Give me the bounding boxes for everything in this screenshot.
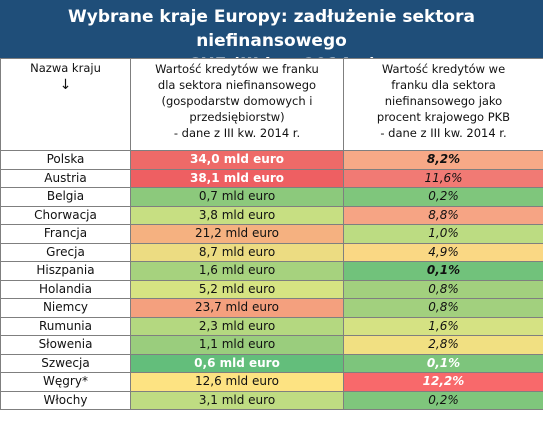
value-cell: 38,1 mld euro — [130, 168, 344, 188]
table-row: Hiszpania 1,6 mld euro 0,1% — [0, 261, 543, 281]
table-row: Niemcy 23,7 mld euro 0,8% — [0, 298, 543, 318]
percent-cell: 1,6% — [343, 316, 543, 336]
country-cell: Hiszpania — [0, 261, 131, 281]
percent-cell: 0,8% — [343, 298, 543, 318]
value-cell: 34,0 mld euro — [130, 150, 344, 170]
header-value-line: - dane z III kw. 2014 r. — [173, 126, 301, 140]
table-body: Polska 34,0 mld euro 8,2% Austria 38,1 mld e… — [0, 150, 543, 410]
percent-cell: 12,2% — [343, 372, 543, 392]
data-table: Nazwa kraju ↓ Wartość kredytów we franku… — [0, 58, 543, 410]
down-arrow-icon: ↓ — [59, 77, 72, 93]
table-row: Holandia 5,2 mld euro 0,8% — [0, 279, 543, 299]
percent-cell: 2,8% — [343, 335, 543, 355]
table-row: Grecja 8,7 mld euro 4,9% — [0, 242, 543, 262]
table-row: Chorwacja 3,8 mld euro 8,8% — [0, 205, 543, 225]
header-value: Wartość kredytów we franku dla sektora n… — [130, 58, 344, 151]
value-cell: 21,2 mld euro — [130, 224, 344, 244]
country-cell: Rumunia — [0, 316, 131, 336]
value-cell: 1,1 mld euro — [130, 335, 344, 355]
header-percent-line: - dane z III kw. 2014 r. — [380, 126, 507, 140]
percent-cell: 11,6% — [343, 168, 543, 188]
country-cell: Niemcy — [0, 298, 131, 318]
value-cell: 1,6 mld euro — [130, 261, 344, 281]
percent-cell: 0,2% — [343, 390, 543, 410]
value-cell: 2,3 mld euro — [130, 316, 344, 336]
table-title: Wybrane kraje Europy: zadłużenie sektora… — [0, 0, 543, 75]
country-cell: Austria — [0, 168, 131, 188]
table-row: Austria 38,1 mld euro 11,6% — [0, 168, 543, 188]
country-cell: Węgry* — [0, 372, 131, 392]
value-cell: 12,6 mld euro — [130, 372, 344, 392]
value-cell: 0,6 mld euro — [130, 353, 344, 373]
percent-cell: 0,1% — [343, 353, 543, 373]
percent-cell: 0,1% — [343, 261, 543, 281]
table-row: Węgry* 12,6 mld euro 12,2% — [0, 372, 543, 392]
header-percent-line: Wartość kredytów we — [381, 62, 506, 76]
header-country: Nazwa kraju ↓ — [0, 58, 131, 151]
percent-cell: 4,9% — [343, 242, 543, 262]
header-value-line: (gospodarstw domowych i — [161, 94, 313, 108]
value-cell: 3,8 mld euro — [130, 205, 344, 225]
header-country-label: Nazwa kraju — [30, 61, 101, 75]
header-percent-line: procent krajowego PKB — [376, 110, 511, 124]
percent-cell: 8,2% — [343, 150, 543, 170]
value-cell: 3,1 mld euro — [130, 390, 344, 410]
title-line-1: Wybrane kraje Europy: zadłużenie sektora… — [68, 7, 475, 51]
country-cell: Belgia — [0, 187, 131, 207]
percent-cell: 0,8% — [343, 279, 543, 299]
header-value-line: przedsiębiorstw) — [189, 110, 285, 124]
country-cell: Grecja — [0, 242, 131, 262]
table-row: Szwecja 0,6 mld euro 0,1% — [0, 353, 543, 373]
table-row: Polska 34,0 mld euro 8,2% — [0, 150, 543, 170]
country-cell: Holandia — [0, 279, 131, 299]
table-row: Francja 21,2 mld euro 1,0% — [0, 224, 543, 244]
value-cell: 23,7 mld euro — [130, 298, 344, 318]
header-value-line: dla sektora niefinansowego — [157, 78, 317, 92]
header-percent: Wartość kredytów we franku dla sektora n… — [343, 58, 543, 151]
country-cell: Słowenia — [0, 335, 131, 355]
header-percent-line: niefinansowego jako — [384, 94, 503, 108]
country-cell: Francja — [0, 224, 131, 244]
table-row: Słowenia 1,1 mld euro 2,8% — [0, 335, 543, 355]
value-cell: 0,7 mld euro — [130, 187, 344, 207]
country-cell: Polska — [0, 150, 131, 170]
country-cell: Chorwacja — [0, 205, 131, 225]
percent-cell: 0,2% — [343, 187, 543, 207]
header-value-line: Wartość kredytów we franku — [155, 62, 319, 76]
header-row: Nazwa kraju ↓ Wartość kredytów we franku… — [0, 58, 543, 151]
table-row: Belgia 0,7 mld euro 0,2% — [0, 187, 543, 207]
percent-cell: 8,8% — [343, 205, 543, 225]
table-row: Rumunia 2,3 mld euro 1,6% — [0, 316, 543, 336]
value-cell: 8,7 mld euro — [130, 242, 344, 262]
value-cell: 5,2 mld euro — [130, 279, 344, 299]
header-percent-line: franku dla sektora — [391, 78, 496, 92]
country-cell: Włochy — [0, 390, 131, 410]
table-row: Włochy 3,1 mld euro 0,2% — [0, 390, 543, 410]
percent-cell: 1,0% — [343, 224, 543, 244]
country-cell: Szwecja — [0, 353, 131, 373]
